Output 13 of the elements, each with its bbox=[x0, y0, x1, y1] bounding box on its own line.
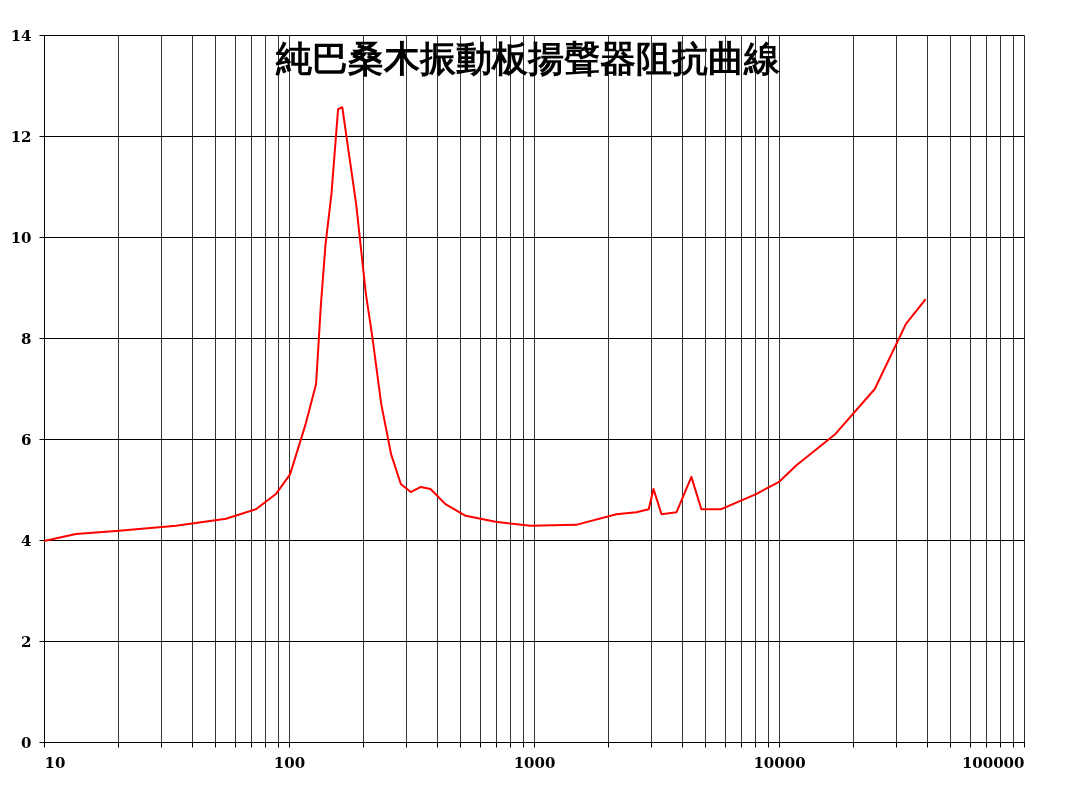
x-tick-label: 100 bbox=[273, 753, 306, 772]
y-tick-label: 10 bbox=[10, 228, 32, 247]
x-tick-label: 1000 bbox=[513, 753, 556, 772]
x-tick-label: 10000 bbox=[753, 753, 806, 772]
y-tick-label: 0 bbox=[21, 733, 32, 752]
y-tick-label: 12 bbox=[10, 127, 32, 146]
y-tick-label: 6 bbox=[21, 430, 32, 449]
y-tick-label: 4 bbox=[21, 531, 32, 550]
y-tick-label: 14 bbox=[10, 26, 32, 45]
x-tick-label: 10 bbox=[44, 753, 66, 772]
y-tick-label: 2 bbox=[21, 632, 32, 651]
x-tick-label: 100000 bbox=[961, 753, 1025, 772]
y-tick-label: 8 bbox=[21, 329, 32, 348]
